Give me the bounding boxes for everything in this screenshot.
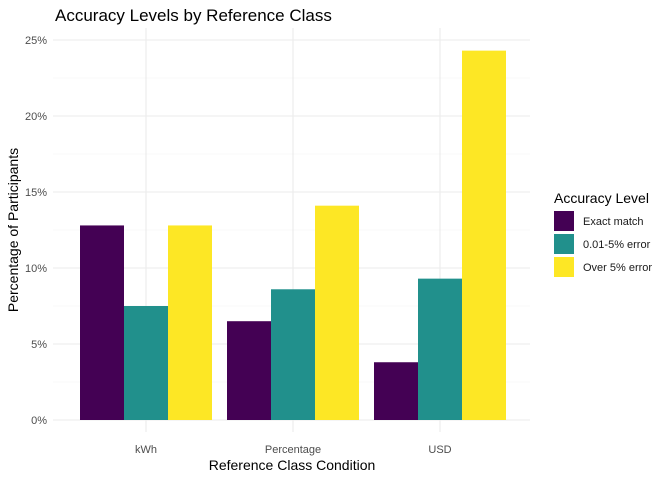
y-axis-label: Percentage of Participants — [5, 148, 21, 312]
bar-exact-match-kwh — [80, 225, 124, 420]
y-tick-label: 25% — [25, 35, 47, 47]
y-tick-label: 5% — [31, 339, 47, 351]
legend-key-label: Over 5% error — [583, 262, 652, 274]
bar-0-01-5-error-percentage — [271, 289, 315, 420]
legend-key-label: 0.01-5% error — [583, 239, 651, 251]
legend: Accuracy Level Exact match 0.01-5% error O… — [554, 190, 652, 277]
y-tick-labels: 0% 5% 10% 15% 20% 25% — [25, 35, 47, 427]
x-tick-label: Percentage — [265, 444, 321, 456]
legend-key-label: Exact match — [583, 216, 644, 228]
bar-over-5-error-percentage — [315, 205, 359, 420]
bar-0-01-5-error-usd — [418, 278, 462, 420]
bar-over-5-error-kwh — [168, 225, 212, 420]
legend-key-swatch — [554, 257, 574, 277]
x-axis-label: Reference Class Condition — [209, 457, 376, 473]
x-tick-label: kWh — [135, 444, 157, 456]
y-tick-label: 15% — [25, 187, 47, 199]
chart-title: Accuracy Levels by Reference Class — [55, 6, 332, 25]
bars — [80, 50, 506, 420]
bar-exact-match-usd — [374, 362, 418, 420]
x-tick-labels: kWh Percentage USD — [135, 444, 452, 456]
bar-over-5-error-usd — [462, 50, 506, 420]
legend-key-swatch — [554, 211, 574, 231]
legend-key-swatch — [554, 234, 574, 254]
legend-title: Accuracy Level — [554, 190, 649, 206]
y-tick-label: 10% — [25, 263, 47, 275]
bar-exact-match-percentage — [227, 321, 271, 420]
bar-0-01-5-error-kwh — [124, 306, 168, 420]
x-tick-label: USD — [428, 444, 451, 456]
y-tick-label: 0% — [31, 415, 47, 427]
y-tick-label: 20% — [25, 111, 47, 123]
